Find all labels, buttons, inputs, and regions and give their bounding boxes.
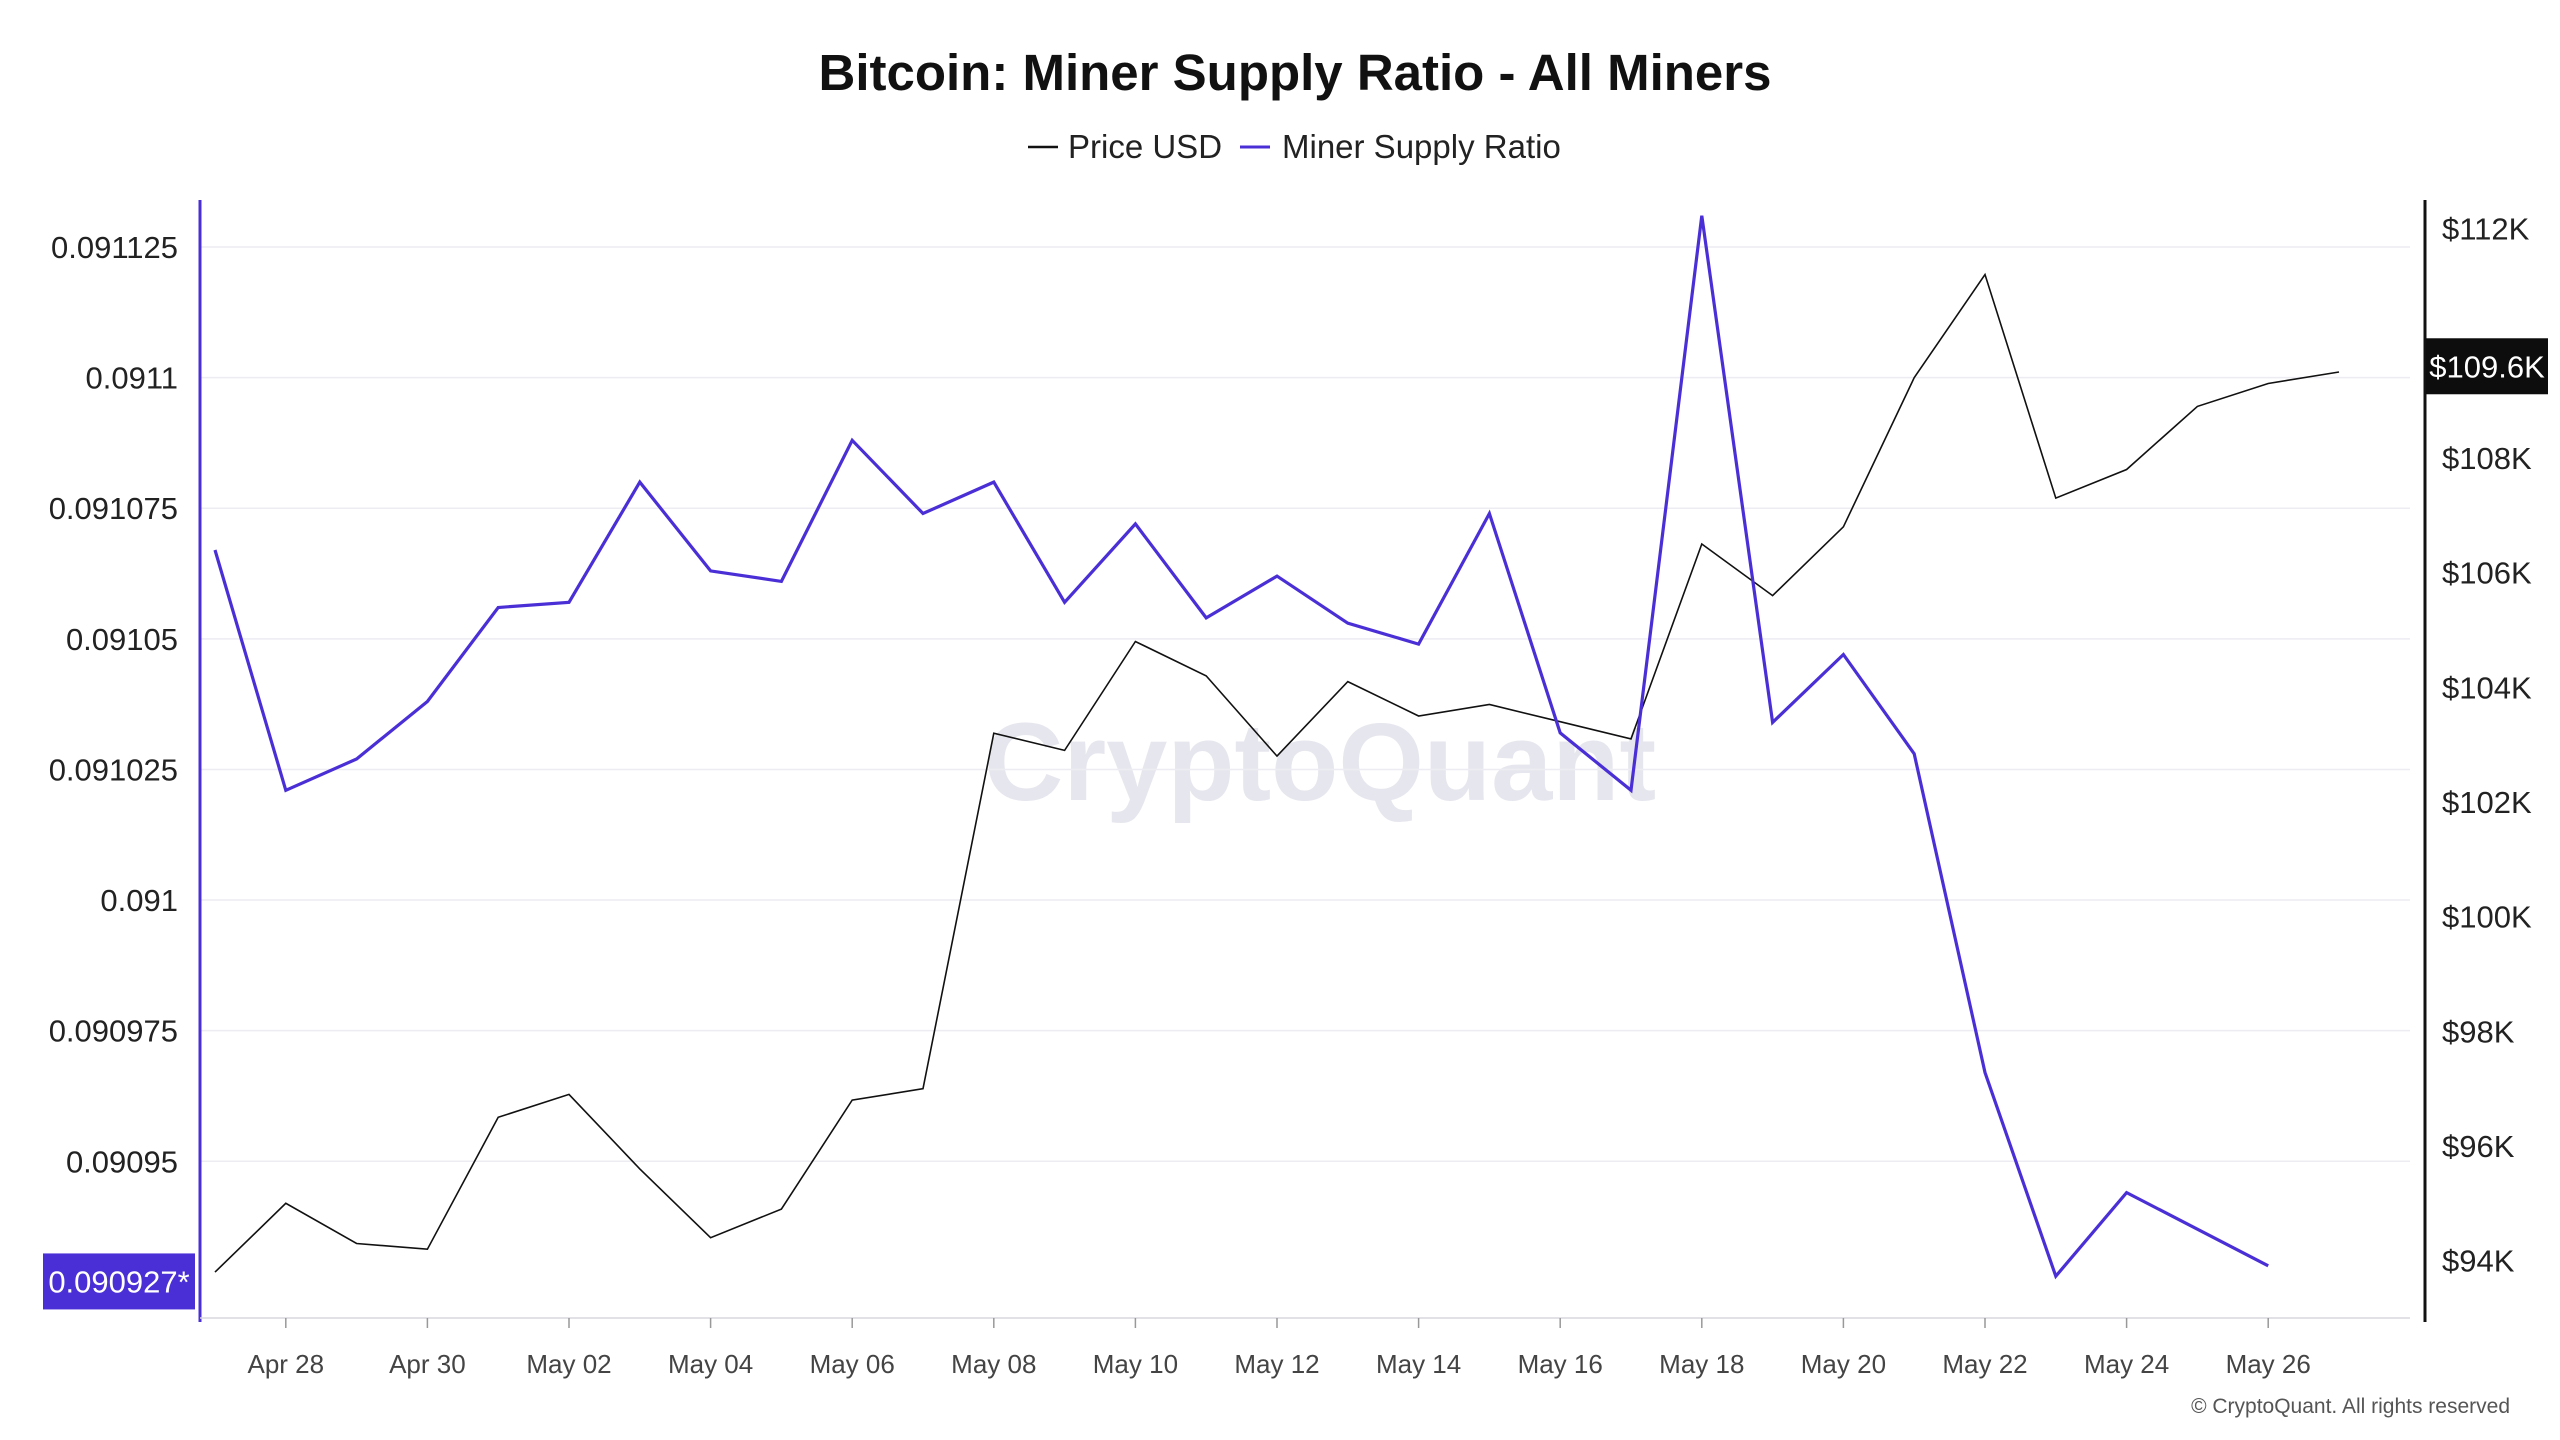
left-tick-label: 0.091075	[49, 491, 178, 526]
right-tick-label: $108K	[2442, 441, 2532, 476]
right-tick-label: $112K	[2442, 212, 2530, 247]
left-tick-label: 0.091125	[51, 230, 178, 265]
gridlines	[200, 246, 2410, 1163]
right-tick-label: $96K	[2442, 1129, 2515, 1164]
x-tick-label: May 18	[1659, 1349, 1744, 1379]
x-tick-label: May 14	[1376, 1349, 1461, 1379]
left-tick-label: 0.091025	[49, 752, 178, 787]
left-tick-label: 0.0911	[85, 361, 178, 396]
x-tick-label: May 26	[2226, 1349, 2311, 1379]
right-current-badge-label: $109.6K	[2429, 349, 2545, 384]
left-current-badge-bg	[43, 1253, 195, 1310]
left-tick-label: 0.091	[100, 883, 178, 918]
watermark: CryptoQuant	[984, 701, 1656, 824]
x-tick-label: May 10	[1093, 1349, 1178, 1379]
left-axis-ticks: 0.091125 0.0911 0.091075 0.09105 0.091025 0.0…	[49, 230, 178, 1179]
x-tick-label: May 06	[810, 1349, 895, 1379]
right-tick-label: $106K	[2442, 556, 2532, 591]
legend-item-ratio[interactable]: Miner Supply Ratio	[1240, 128, 1561, 165]
left-tick-label: 0.090975	[49, 1014, 178, 1049]
x-axis-ticks: Apr 28 Apr 30 May 02 May 04 May 06 May 08 May …	[247, 1318, 2311, 1379]
x-tick-label: Apr 30	[389, 1349, 466, 1379]
left-current-badge-label: 0.090927*	[48, 1264, 189, 1299]
right-axis-ticks: $112K $108K $106K $104K $102K $100K $98K $96K $9…	[2442, 212, 2532, 1279]
left-current-badge: 0.090927*	[43, 1253, 195, 1310]
right-tick-label: $98K	[2442, 1014, 2515, 1049]
right-current-badge: $109.6K	[2426, 338, 2548, 395]
x-tick-label: May 22	[1942, 1349, 2027, 1379]
chart-title: Bitcoin: Miner Supply Ratio - All Miners	[819, 44, 1772, 101]
legend-item-price[interactable]: Price USD	[1028, 128, 1222, 165]
x-tick-label: May 20	[1801, 1349, 1886, 1379]
series-line-price-usd	[214, 272, 2340, 1273]
copyright: © CryptoQuant. All rights reserved	[2191, 1395, 2510, 1418]
legend-label-price: Price USD	[1068, 128, 1222, 165]
left-tick-label: 0.09095	[66, 1144, 178, 1179]
legend: Price USD Miner Supply Ratio	[1028, 128, 1561, 165]
right-tick-label: $102K	[2442, 785, 2532, 820]
x-tick-label: May 08	[951, 1349, 1036, 1379]
x-tick-label: May 04	[668, 1349, 753, 1379]
series-lines	[213, 215, 2340, 1280]
x-tick-label: May 24	[2084, 1349, 2169, 1379]
left-tick-label: 0.09105	[66, 622, 178, 657]
legend-label-ratio: Miner Supply Ratio	[1282, 128, 1561, 165]
x-tick-label: Apr 28	[247, 1349, 324, 1379]
x-tick-label: May 02	[526, 1349, 611, 1379]
x-tick-label: May 16	[1518, 1349, 1603, 1379]
right-tick-label: $104K	[2442, 670, 2532, 705]
x-tick-label: May 12	[1234, 1349, 1319, 1379]
series-line-miner-supply-ratio	[213, 215, 2269, 1280]
right-current-badge-bg	[2426, 338, 2548, 395]
right-tick-label: $100K	[2442, 900, 2532, 935]
right-tick-label: $94K	[2442, 1244, 2515, 1279]
